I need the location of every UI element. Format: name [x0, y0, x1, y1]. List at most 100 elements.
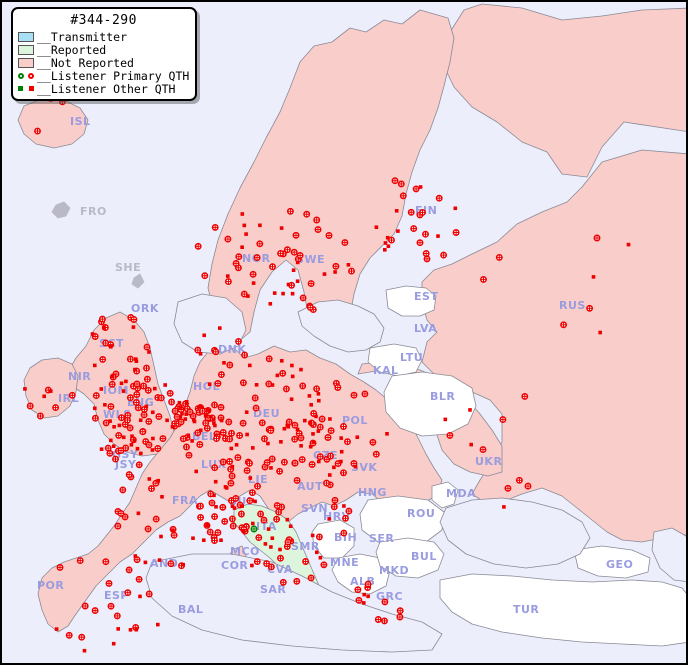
listener-primary-qth-marker[interactable]: [124, 411, 132, 419]
listener-other-qth-marker[interactable]: [207, 382, 212, 386]
listener-primary-qth-marker[interactable]: [126, 355, 134, 363]
listener-primary-qth-marker[interactable]: [369, 438, 377, 446]
listener-primary-qth-marker[interactable]: [135, 461, 143, 469]
listener-primary-qth-marker[interactable]: [213, 435, 220, 443]
listener-primary-qth-marker[interactable]: [348, 267, 355, 275]
listener-other-qth-marker[interactable]: [153, 386, 157, 391]
listener-primary-qth-marker[interactable]: [388, 236, 395, 244]
listener-other-qth-marker[interactable]: [234, 443, 239, 447]
listener-primary-qth-marker[interactable]: [125, 566, 133, 574]
listener-other-qth-marker[interactable]: [278, 547, 282, 552]
listener-primary-qth-marker[interactable]: [91, 607, 99, 615]
listener-primary-qth-marker[interactable]: [140, 411, 148, 419]
listener-primary-qth-marker[interactable]: [228, 515, 236, 523]
listener-primary-qth-marker[interactable]: [139, 428, 147, 436]
listener-primary-qth-marker[interactable]: [345, 507, 353, 515]
listener-primary-qth-marker[interactable]: [397, 180, 405, 188]
listener-other-qth-marker[interactable]: [229, 446, 234, 451]
listener-other-qth-marker[interactable]: [327, 517, 331, 521]
listener-primary-qth-marker[interactable]: [104, 444, 112, 452]
listener-other-qth-marker[interactable]: [385, 235, 390, 240]
listener-primary-qth-marker[interactable]: [354, 586, 362, 594]
listener-primary-qth-marker[interactable]: [263, 560, 271, 568]
listener-primary-qth-marker[interactable]: [115, 431, 123, 439]
listener-other-qth-marker[interactable]: [151, 436, 155, 441]
listener-other-qth-marker[interactable]: [230, 504, 235, 508]
listener-primary-qth-marker[interactable]: [315, 533, 323, 541]
listener-other-qth-marker[interactable]: [103, 403, 107, 407]
listener-primary-qth-marker[interactable]: [207, 490, 215, 498]
listener-other-qth-marker[interactable]: [138, 418, 143, 422]
listener-other-qth-marker[interactable]: [317, 398, 321, 403]
listener-other-qth-marker[interactable]: [219, 538, 223, 542]
listener-other-qth-marker[interactable]: [248, 476, 253, 480]
listener-primary-qth-marker[interactable]: [253, 254, 261, 262]
listener-primary-qth-marker[interactable]: [221, 517, 229, 525]
listener-other-qth-marker[interactable]: [156, 478, 160, 483]
listener-other-qth-marker[interactable]: [150, 448, 155, 452]
listener-other-qth-marker[interactable]: [317, 459, 321, 464]
listener-primary-qth-marker[interactable]: [179, 435, 187, 443]
listener-primary-qth-marker[interactable]: [355, 596, 363, 604]
listener-other-qth-marker[interactable]: [303, 418, 307, 423]
listener-primary-qth-marker[interactable]: [396, 613, 404, 621]
listener-primary-qth-marker[interactable]: [118, 414, 125, 422]
listener-primary-qth-marker[interactable]: [253, 558, 261, 566]
listener-other-qth-marker[interactable]: [266, 527, 271, 531]
listener-other-qth-marker[interactable]: [54, 627, 59, 631]
listener-primary-qth-marker[interactable]: [177, 418, 185, 426]
listener-other-qth-marker[interactable]: [133, 554, 138, 558]
listener-primary-qth-marker[interactable]: [105, 579, 113, 587]
listener-primary-qth-marker[interactable]: [211, 223, 219, 231]
listener-primary-qth-marker[interactable]: [133, 380, 141, 388]
listener-primary-qth-marker[interactable]: [239, 419, 247, 427]
listener-primary-qth-marker[interactable]: [197, 513, 205, 521]
listener-other-qth-marker[interactable]: [418, 185, 423, 189]
listener-primary-qth-marker[interactable]: [133, 391, 141, 398]
listener-other-qth-marker[interactable]: [269, 545, 273, 549]
listener-other-qth-marker[interactable]: [245, 432, 249, 437]
listener-other-qth-marker[interactable]: [295, 279, 300, 283]
listener-primary-qth-marker[interactable]: [224, 235, 232, 243]
listener-other-qth-marker[interactable]: [311, 432, 315, 436]
listener-primary-qth-marker[interactable]: [250, 525, 258, 533]
listener-primary-qth-marker[interactable]: [159, 435, 167, 443]
listener-primary-qth-marker[interactable]: [381, 617, 388, 625]
listener-other-qth-marker[interactable]: [333, 270, 337, 274]
listener-primary-qth-marker[interactable]: [234, 454, 242, 462]
listener-primary-qth-marker[interactable]: [226, 435, 234, 443]
listener-primary-qth-marker[interactable]: [277, 554, 284, 562]
listener-other-qth-marker[interactable]: [254, 383, 259, 387]
listener-other-qth-marker[interactable]: [342, 504, 346, 508]
listener-other-qth-marker[interactable]: [383, 248, 387, 252]
listener-other-qth-marker[interactable]: [191, 536, 195, 540]
listener-primary-qth-marker[interactable]: [308, 461, 316, 468]
listener-other-qth-marker[interactable]: [181, 562, 185, 567]
listener-primary-qth-marker[interactable]: [212, 348, 220, 356]
listener-other-qth-marker[interactable]: [286, 282, 291, 287]
listener-other-qth-marker[interactable]: [396, 229, 400, 233]
listener-other-qth-marker[interactable]: [240, 504, 244, 508]
listener-other-qth-marker[interactable]: [322, 272, 327, 276]
listener-other-qth-marker[interactable]: [163, 383, 167, 387]
listener-other-qth-marker[interactable]: [280, 359, 284, 363]
listener-other-qth-marker[interactable]: [121, 389, 126, 393]
listener-primary-qth-marker[interactable]: [201, 272, 209, 280]
listener-other-qth-marker[interactable]: [110, 374, 115, 379]
listener-other-qth-marker[interactable]: [355, 435, 360, 439]
listener-primary-qth-marker[interactable]: [91, 414, 99, 422]
listener-primary-qth-marker[interactable]: [214, 529, 222, 537]
listener-other-qth-marker[interactable]: [295, 427, 300, 432]
listener-primary-qth-marker[interactable]: [227, 479, 235, 487]
listener-primary-qth-marker[interactable]: [341, 239, 349, 247]
listener-other-qth-marker[interactable]: [394, 209, 399, 213]
listener-other-qth-marker[interactable]: [279, 226, 284, 230]
listener-primary-qth-marker[interactable]: [219, 429, 227, 436]
listener-primary-qth-marker[interactable]: [374, 616, 382, 623]
listener-primary-qth-marker[interactable]: [327, 452, 334, 460]
listener-primary-qth-marker[interactable]: [515, 476, 523, 484]
listener-primary-qth-marker[interactable]: [208, 499, 216, 507]
listener-other-qth-marker[interactable]: [198, 405, 203, 409]
listener-other-qth-marker[interactable]: [99, 387, 104, 391]
listener-primary-qth-marker[interactable]: [299, 382, 307, 390]
